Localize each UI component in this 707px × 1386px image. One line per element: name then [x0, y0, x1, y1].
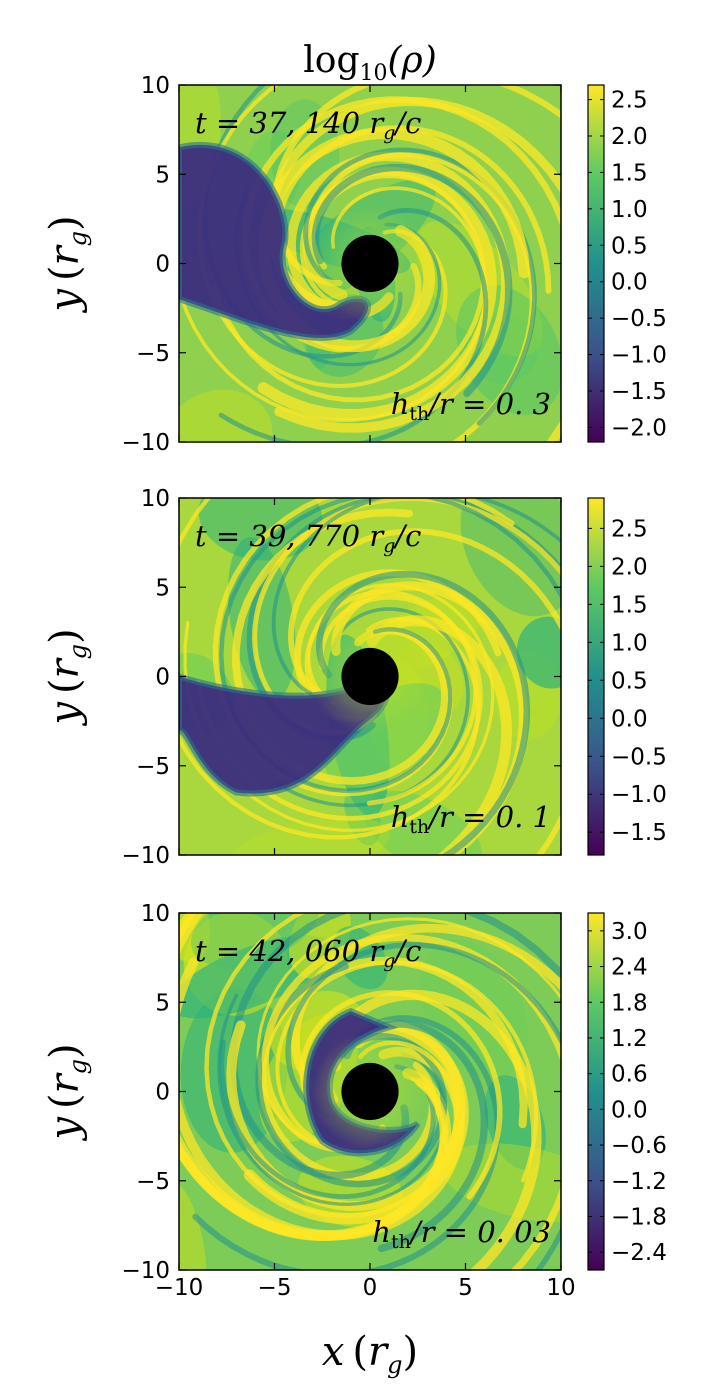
thickness-label: hth/r = 0. 03 — [372, 1215, 551, 1253]
y-tick-label: 10 — [141, 486, 170, 512]
heatmap-panel-2: 10 5 0 −5 −10 y(rg) t = 39, 770 rg/c hth/r = 0.… — [42, 486, 667, 869]
black-hole — [341, 647, 399, 706]
colorbar-tick-label: 2.0 — [611, 124, 648, 150]
time-label: t = 42, 060 rg/c — [195, 934, 421, 972]
colorbar-tick-label: 1.8 — [611, 990, 648, 1016]
time-label: t = 37, 140 rg/c — [195, 106, 421, 144]
y-tick-label: −5 — [136, 754, 170, 780]
colorbar-tick-label: 1.0 — [611, 197, 648, 223]
underdense-stream — [179, 144, 369, 338]
y-tick-label: −5 — [136, 341, 170, 367]
colorbar-tick-label: 0.0 — [611, 706, 648, 732]
colorbar: 2.5 2.0 1.5 1.0 0.5 0.0 −0.5 −1.0 −1.5 — [587, 497, 667, 856]
colorbar: 2.5 2.0 1.5 1.0 0.5 0.0 −0.5 −1.0 −1.5 −2.0 — [587, 84, 667, 443]
thickness-label: hth/r = 0. 1 — [391, 800, 551, 838]
x-tick-label: 5 — [458, 1275, 473, 1301]
figure-title: log10(ρ) — [303, 40, 437, 86]
colorbar-tick-label: −0.6 — [611, 1133, 667, 1159]
y-tick-label: −10 — [121, 843, 170, 869]
heatmap-panel-1: 10 5 0 −5 −10 y(rg) t = 37, 140 rg/c hth/r = 0.… — [42, 73, 667, 456]
density-field — [179, 85, 561, 441]
colorbar: 3.0 2.4 1.8 1.2 0.6 0.0 −0.6 −1.2 −1.8 −2.4 — [587, 912, 667, 1271]
y-axis-label: y(rg) — [42, 628, 92, 726]
y-tick-label: 5 — [155, 575, 170, 601]
y-tick-label: 5 — [155, 990, 170, 1016]
density-field — [179, 913, 561, 1270]
colorbar-tick-label: −0.5 — [611, 744, 667, 770]
density-field — [179, 498, 561, 855]
y-tick-label: −10 — [121, 430, 170, 456]
thickness-label: hth/r = 0. 3 — [391, 387, 551, 425]
colorbar-tick-label: 0.5 — [611, 668, 648, 694]
y-tick-label: 0 — [155, 252, 170, 278]
colorbar-tick-label: −1.8 — [611, 1204, 667, 1230]
x-tick-label: −5 — [258, 1275, 292, 1301]
colorbar-tick-label: 0.5 — [611, 233, 648, 259]
y-tick-label: −5 — [136, 1169, 170, 1195]
y-tick-label: 10 — [141, 901, 170, 927]
colorbar-tick-label: 1.5 — [611, 160, 648, 186]
colorbar-tick-label: 1.0 — [611, 630, 648, 656]
colorbar-tick-label: 1.2 — [611, 1026, 648, 1052]
time-label: t = 39, 770 rg/c — [195, 519, 421, 557]
colorbar-tick-label: 0.0 — [611, 270, 648, 296]
colorbar-tick-label: −1.5 — [611, 820, 667, 846]
y-axis-label: y(rg) — [42, 215, 92, 313]
y-axis-label: y(rg) — [42, 1043, 92, 1141]
colorbar-tick-label: −2.4 — [611, 1240, 667, 1266]
colorbar-tick-label: −1.5 — [611, 379, 667, 405]
colorbar-tick-label: −1.0 — [611, 343, 667, 369]
colorbar-tick-label: 2.5 — [611, 516, 648, 542]
black-hole — [341, 1062, 399, 1121]
colorbar-tick-label: 3.0 — [611, 919, 648, 945]
colorbar-tick-label: 2.5 — [611, 88, 648, 114]
colorbar-tick-label: −0.5 — [611, 306, 667, 332]
colorbar-tick-label: 2.4 — [611, 955, 648, 981]
colorbar-tick-label: −1.2 — [611, 1169, 667, 1195]
x-tick-label: −10 — [155, 1275, 204, 1301]
y-tick-label: 5 — [155, 162, 170, 188]
x-axis-label: x (rg) — [322, 1329, 418, 1379]
y-tick-label: −10 — [121, 1258, 170, 1284]
black-hole — [341, 234, 399, 293]
x-tick-label: 0 — [363, 1275, 378, 1301]
y-tick-label: 0 — [155, 665, 170, 691]
y-tick-label: 0 — [155, 1080, 170, 1106]
colorbar-tick-label: 1.5 — [611, 592, 648, 618]
heatmap-panel-3: 10 5 0 −5 −10−10 −5 0 5 10 y(rg) t = 42, 060 rg/c h… — [42, 901, 667, 1301]
y-tick-label: 10 — [141, 73, 170, 99]
colorbar-tick-label: −2.0 — [611, 415, 667, 441]
x-tick-label: 10 — [546, 1275, 575, 1301]
colorbar-tick-label: 0.6 — [611, 1062, 648, 1088]
colorbar-tick-label: 2.0 — [611, 554, 648, 580]
colorbar-tick-label: 0.0 — [611, 1097, 648, 1123]
colorbar-tick-label: −1.0 — [611, 782, 667, 808]
